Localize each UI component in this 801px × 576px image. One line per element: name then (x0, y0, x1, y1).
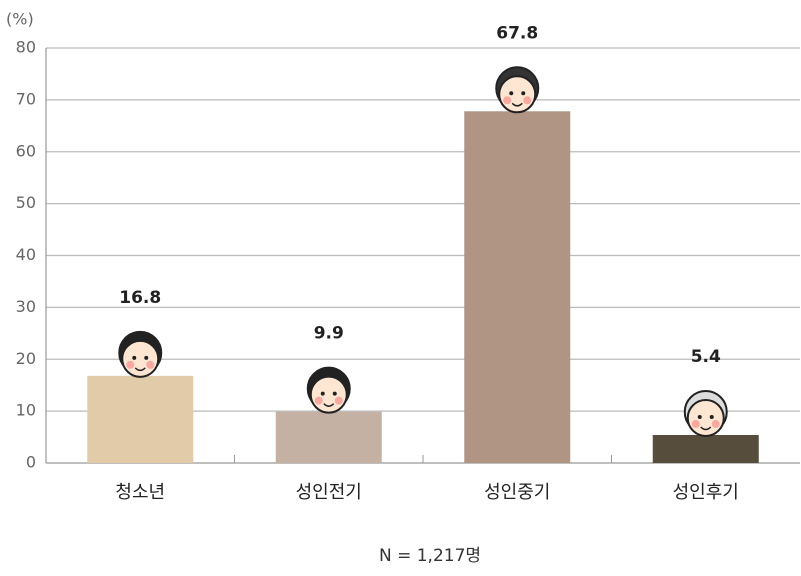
eye (320, 391, 325, 396)
cheek (146, 360, 155, 369)
cheek (711, 419, 720, 428)
bar (464, 111, 571, 463)
y-tick-label: 10 (16, 401, 36, 420)
eye (332, 391, 337, 396)
cheek (503, 96, 512, 105)
face-icon (306, 366, 351, 414)
note: N = 1,217명 (379, 546, 481, 566)
eye (132, 355, 137, 360)
y-tick-label: 60 (16, 141, 36, 160)
face (121, 339, 160, 378)
x-tick-label: 성인전기 (296, 482, 362, 503)
mouth (323, 403, 335, 407)
mouth (700, 426, 712, 431)
mouth (134, 367, 146, 372)
value-label: 16.8 (119, 288, 161, 308)
value-label: 5.4 (691, 347, 721, 367)
cheek (126, 360, 135, 369)
value-label: 9.9 (314, 324, 344, 344)
y-unit-label: (%) (6, 10, 34, 29)
face-icon (495, 66, 540, 114)
y-tick-label: 0 (26, 453, 36, 472)
face (686, 398, 725, 437)
y-tick-label: 20 (16, 349, 36, 368)
x-tick-label: 성인후기 (673, 482, 739, 503)
bar (652, 434, 759, 463)
y-tick-label: 70 (16, 89, 36, 108)
mouth (511, 102, 523, 107)
face-icon (683, 389, 728, 437)
x-tick-label: 청소년 (115, 482, 165, 503)
eye (697, 414, 702, 419)
eye (709, 414, 714, 419)
eye (144, 355, 149, 360)
y-tick-label: 50 (16, 193, 36, 212)
cheek (314, 396, 323, 405)
cheek (523, 96, 532, 105)
face (309, 375, 348, 414)
value-label: 67.8 (496, 23, 538, 43)
x-tick-label: 성인중기 (484, 482, 550, 503)
eye (521, 91, 526, 96)
bar (275, 411, 382, 463)
cheek (334, 396, 343, 405)
y-tick-label: 30 (16, 297, 36, 316)
cheek (691, 419, 700, 428)
y-tick-label: 80 (16, 38, 36, 57)
bar (87, 375, 194, 463)
face-icon (118, 330, 163, 378)
face (498, 75, 537, 114)
eye (509, 91, 514, 96)
y-tick-label: 40 (16, 245, 36, 264)
